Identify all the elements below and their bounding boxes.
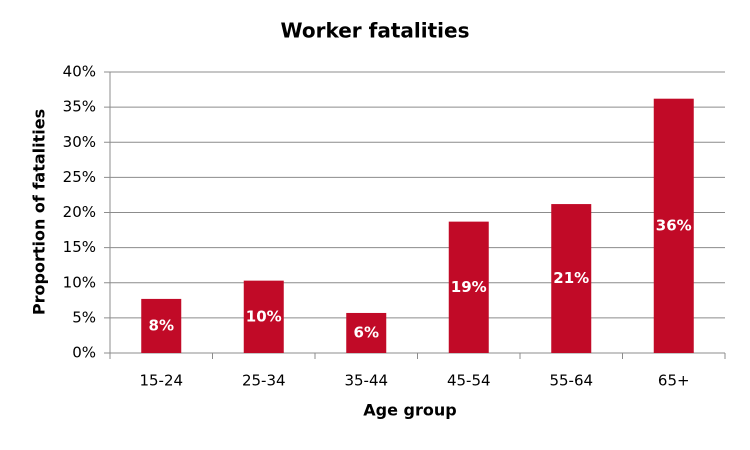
bar <box>551 204 592 353</box>
bar <box>653 98 694 353</box>
data-label: 8% <box>149 316 174 334</box>
y-tick-label: 15% <box>63 238 96 256</box>
x-tick-label: 25-34 <box>242 372 286 390</box>
bar <box>141 298 182 353</box>
y-tick-label: 20% <box>63 203 96 221</box>
y-tick-label: 30% <box>63 133 96 151</box>
data-label: 36% <box>656 216 692 234</box>
data-label: 10% <box>246 307 282 325</box>
data-label: 6% <box>354 323 379 341</box>
chart-title: Worker fatalities <box>281 19 470 43</box>
y-tick-label: 25% <box>63 168 96 186</box>
y-tick-label: 10% <box>63 273 96 291</box>
bar <box>448 221 489 353</box>
x-tick-label: 35-44 <box>344 372 388 390</box>
x-tick-label: 55-64 <box>549 372 593 390</box>
data-label: 19% <box>451 278 487 296</box>
y-tick-label: 35% <box>63 98 96 116</box>
bar <box>243 280 284 353</box>
x-axis-title: Age group <box>363 401 456 420</box>
y-tick-label: 0% <box>72 344 96 362</box>
y-axis-title: Proportion of fatalities <box>30 109 49 315</box>
x-tick-label: 65+ <box>658 372 690 390</box>
y-tick-label: 5% <box>72 308 96 326</box>
bar <box>346 312 387 353</box>
x-tick-label: 15-24 <box>139 372 183 390</box>
y-tick-label: 40% <box>63 63 96 81</box>
data-label: 21% <box>553 269 589 287</box>
x-tick-label: 45-54 <box>447 372 491 390</box>
